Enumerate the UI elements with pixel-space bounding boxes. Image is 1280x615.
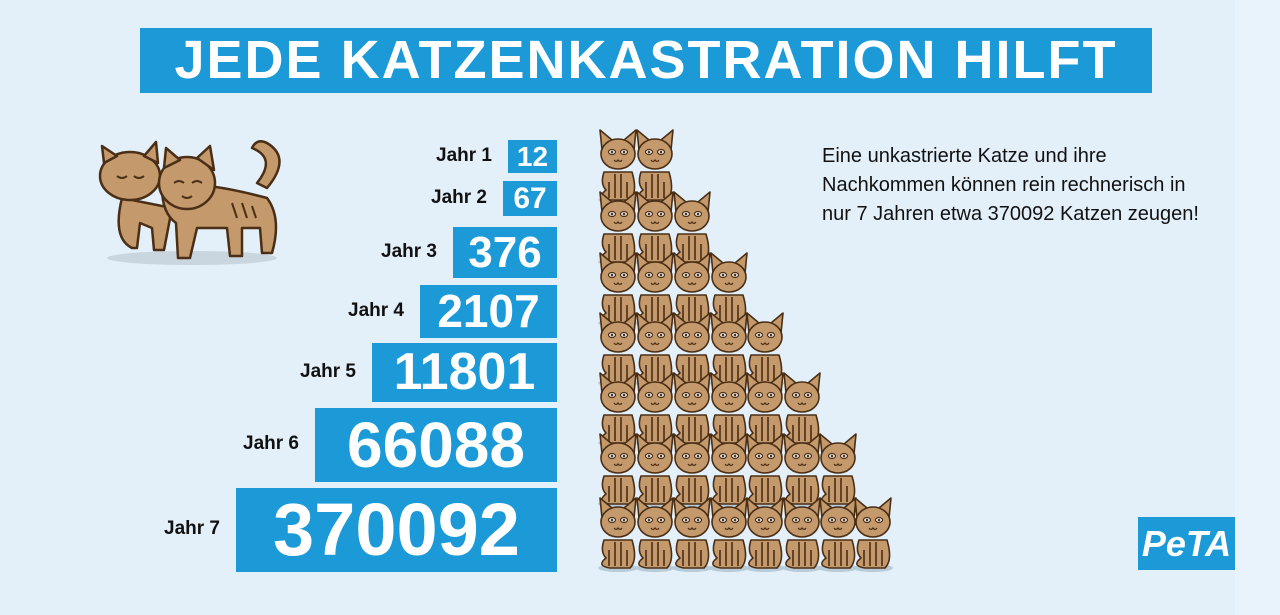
cat-icon — [672, 497, 712, 572]
cat-icon — [598, 252, 638, 327]
cat-icon — [818, 497, 858, 572]
cat-icon — [598, 433, 638, 508]
cat-icon — [745, 433, 785, 508]
year-label: Jahr 1 — [436, 144, 492, 166]
year-value-box: 370092 — [236, 488, 557, 572]
description-text: Eine unkastrierte Katze und ihre Nachkom… — [822, 145, 1199, 225]
year-label: Jahr 2 — [431, 186, 487, 208]
cat-icon — [635, 433, 675, 508]
cat-icon — [598, 372, 638, 447]
year-label: Jahr 7 — [164, 518, 220, 539]
year-label: Jahr 4 — [348, 299, 404, 321]
year-value-box: 376 — [453, 227, 557, 278]
cat-icon — [635, 372, 675, 447]
year-value-box: 66088 — [315, 408, 557, 482]
page-title: JEDE KATZENKASTRATION HILFT — [140, 28, 1152, 93]
background-strip — [1235, 0, 1280, 615]
year-label: Jahr 6 — [243, 433, 299, 454]
cat-icon — [635, 129, 675, 204]
cat-icon — [598, 129, 638, 204]
cat-icon — [782, 497, 822, 572]
cat-icon — [853, 497, 893, 572]
cat-icon — [672, 372, 712, 447]
cat-couple-illustration — [98, 140, 281, 265]
cat-icon — [635, 191, 675, 266]
cat-icon — [782, 433, 822, 508]
cat-icon — [672, 191, 712, 266]
year-value-box: 12 — [508, 140, 557, 173]
cat-icon — [745, 372, 785, 447]
year-label: Jahr 5 — [300, 360, 356, 382]
cat-icon — [672, 433, 712, 508]
cat-icon — [709, 372, 749, 447]
cat-icon — [598, 191, 638, 266]
cat-icon — [818, 433, 858, 508]
year-value-box: 2107 — [420, 285, 557, 338]
cat-icon — [709, 433, 749, 508]
cat-icon — [709, 497, 749, 572]
cat-icon — [598, 497, 638, 572]
cat-icon — [635, 497, 675, 572]
year-value-box: 11801 — [372, 343, 557, 402]
cat-icon — [782, 372, 822, 447]
year-label: Jahr 3 — [381, 240, 437, 262]
year-value-box: 67 — [503, 181, 557, 216]
peta-logo: PeTA — [1138, 517, 1235, 570]
cat-icon — [672, 252, 712, 327]
cat-icon — [745, 497, 785, 572]
